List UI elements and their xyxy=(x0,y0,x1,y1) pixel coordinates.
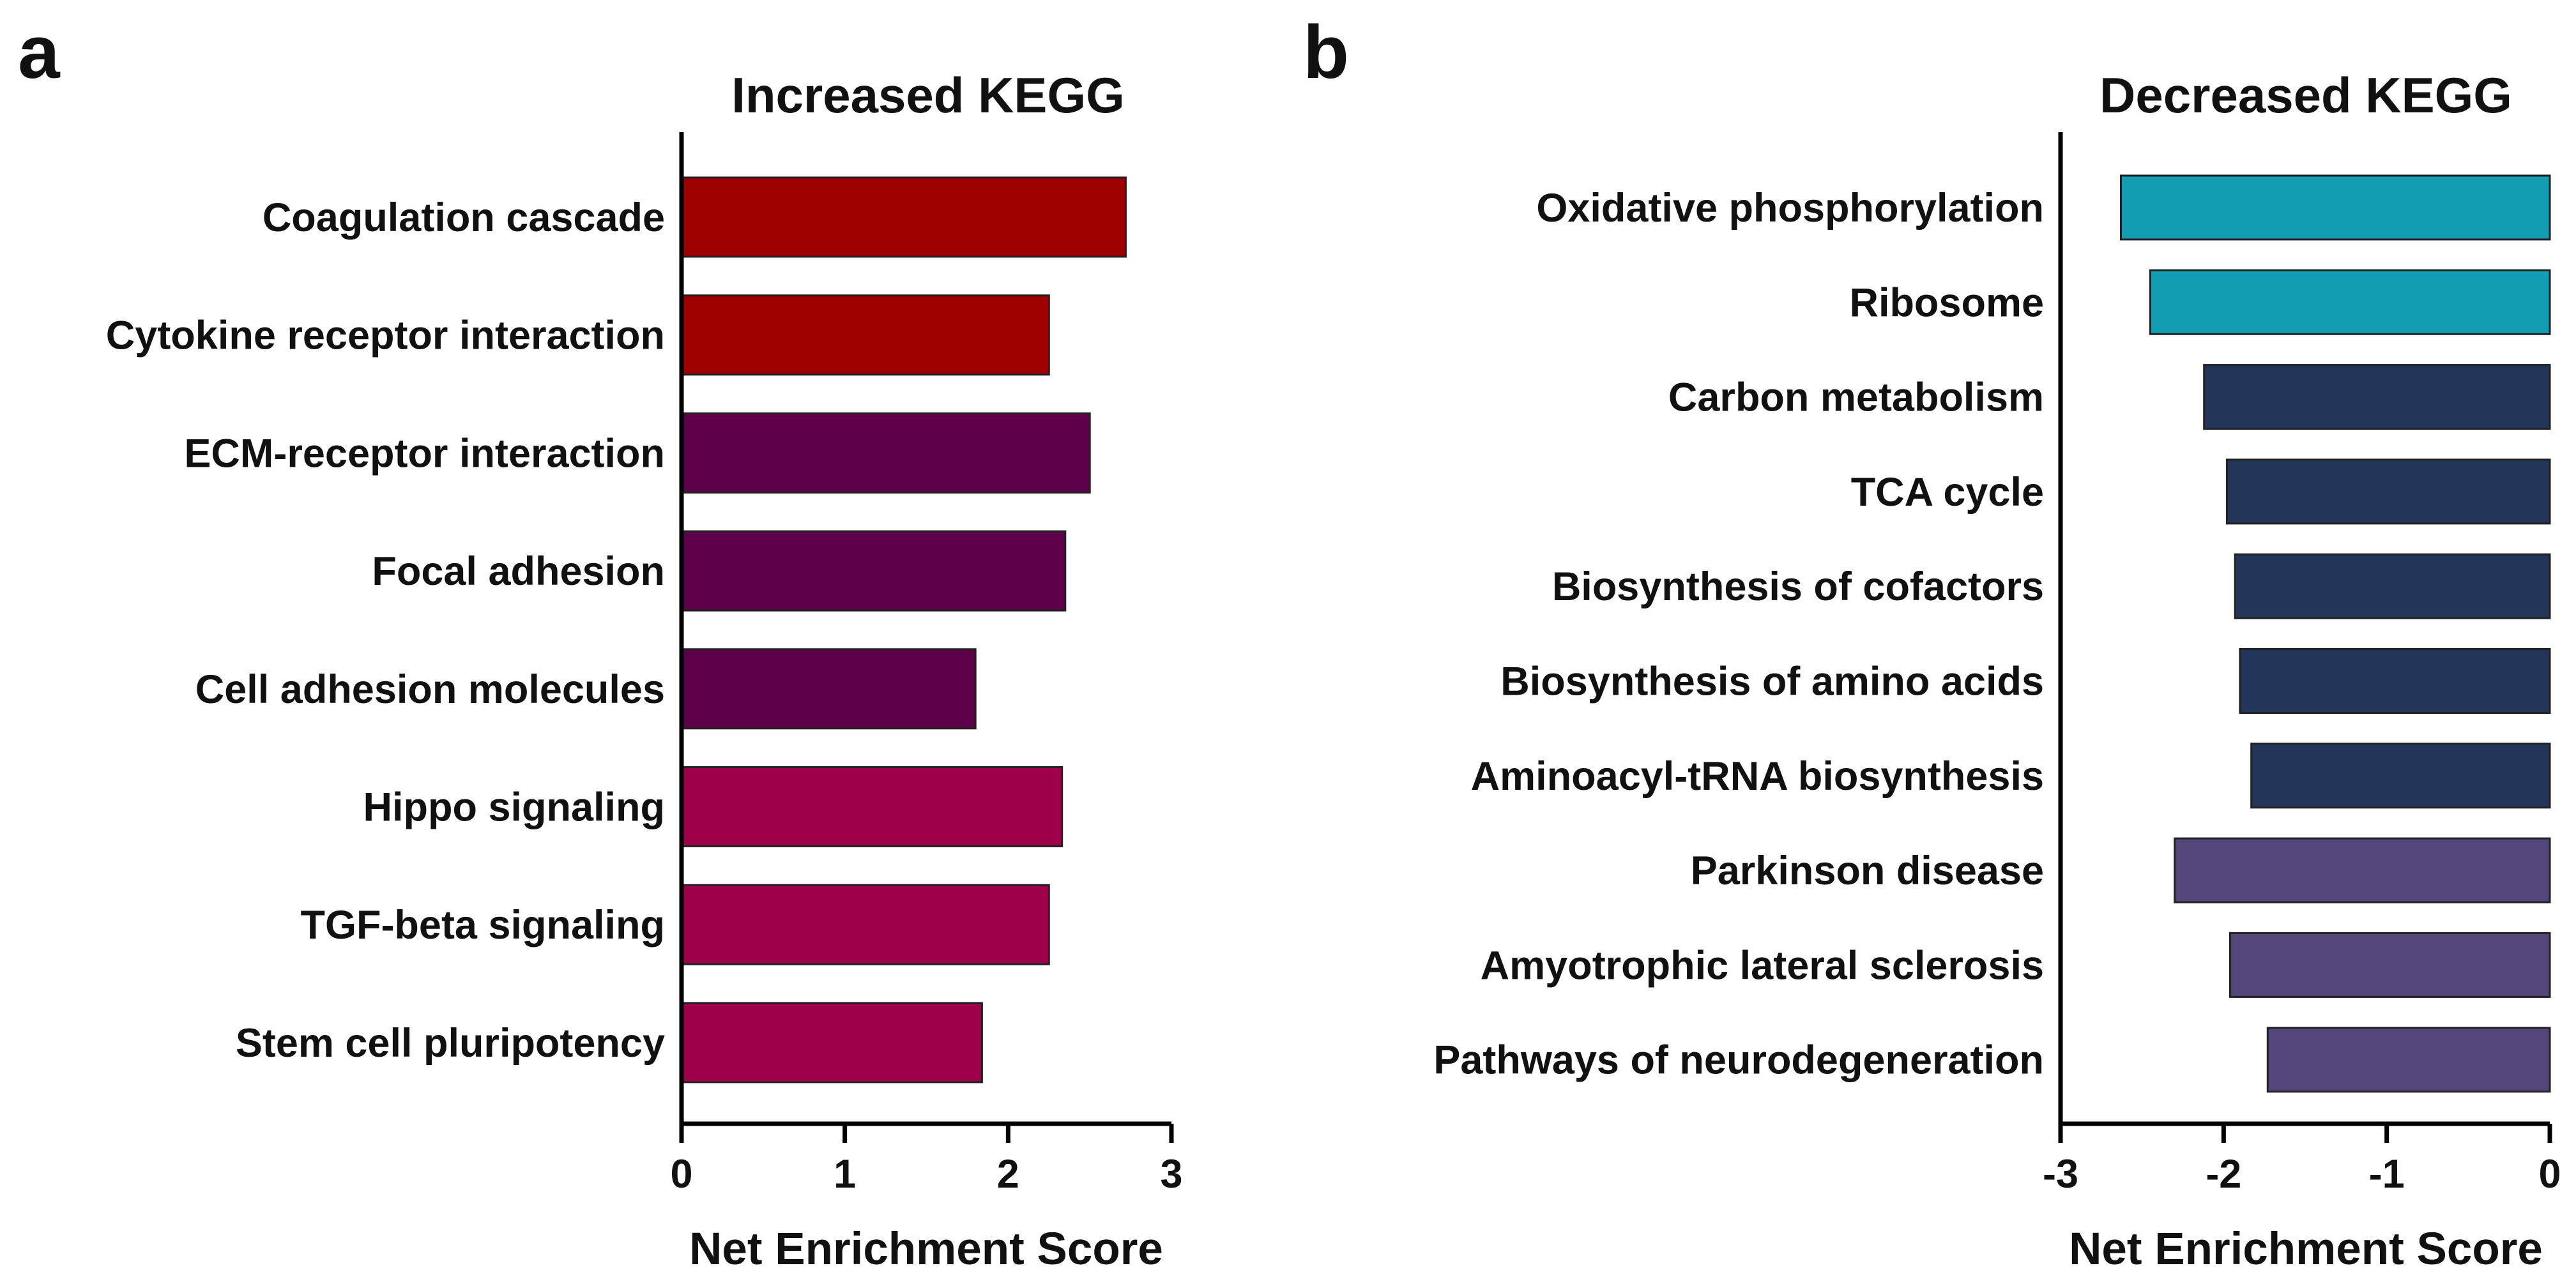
bar-ecm-receptor-interaction xyxy=(680,412,1091,494)
bar-oxidative-phosphorylation xyxy=(2120,174,2551,241)
category-labels-decreased: Oxidative phosphorylation Ribosome Carbon … xyxy=(1433,186,2044,1083)
x-tick-label-2: -2 xyxy=(2206,1152,2241,1197)
x-tick-labels-increased: 0 1 2 3 xyxy=(670,1152,1182,1197)
x-tick-label-3: 3 xyxy=(1160,1152,1182,1197)
category-label-cytokine-receptor-interaction: Cytokine receptor interaction xyxy=(106,313,665,358)
x-ticks-increased xyxy=(679,1124,1174,1143)
category-label-aminoacyl-trna-biosynthesis: Aminoacyl-tRNA biosynthesis xyxy=(1471,754,2044,799)
bar-focal-adhesion xyxy=(680,530,1067,612)
panel-a: a Increased KEGG Coagulation cascade Cyto… xyxy=(18,10,1183,1274)
category-label-carbon-metabolism: Carbon metabolism xyxy=(1668,375,2044,420)
panel-b: b Decreased KEGG Oxidative phosphorylati… xyxy=(1303,10,2561,1274)
bar-aminoacyl-trna-biosynthesis xyxy=(2250,743,2551,809)
category-label-amyotrophic-lateral-sclerosis: Amyotrophic lateral sclerosis xyxy=(1481,943,2044,988)
bar-tca-cycle xyxy=(2225,458,2551,525)
bar-biosynthesis-of-amino-acids xyxy=(2239,648,2551,714)
category-labels-increased: Coagulation cascade Cytokine receptor int… xyxy=(106,195,665,1066)
bars-increased xyxy=(680,176,1127,1084)
x-tick-label-1: 1 xyxy=(834,1152,856,1197)
bar-parkinson-disease xyxy=(2174,837,2551,903)
category-label-tca-cycle: TCA cycle xyxy=(1851,470,2044,515)
x-tick-label-0: 0 xyxy=(670,1152,692,1197)
bar-cytokine-receptor-interaction xyxy=(680,294,1050,376)
category-label-ecm-receptor-interaction: ECM-receptor interaction xyxy=(184,431,665,476)
x-tick-labels-decreased: -3 -2 -1 0 xyxy=(2043,1152,2561,1197)
category-label-parkinson-disease: Parkinson disease xyxy=(1691,849,2044,893)
x-tick-label-0: 0 xyxy=(2538,1152,2561,1197)
x-tick-label-2: 2 xyxy=(997,1152,1019,1197)
bar-carbon-metabolism xyxy=(2203,364,2551,430)
x-axis-title-increased: Net Enrichment Score xyxy=(689,1224,1163,1274)
chart-title-decreased: Decreased KEGG xyxy=(2100,67,2512,123)
category-label-stem-cell-pluripotency: Stem cell pluripotency xyxy=(236,1021,665,1066)
x-tick-label-1: -1 xyxy=(2369,1152,2405,1197)
bar-hippo-signaling xyxy=(680,766,1063,847)
category-label-cell-adhesion-molecules: Cell adhesion molecules xyxy=(195,667,665,712)
bar-amyotrophic-lateral-sclerosis xyxy=(2229,932,2551,998)
category-label-oxidative-phosphorylation: Oxidative phosphorylation xyxy=(1536,186,2044,230)
x-axis-title-decreased: Net Enrichment Score xyxy=(2069,1224,2543,1274)
x-ticks-decreased xyxy=(2058,1124,2552,1143)
bars-decreased xyxy=(2120,174,2551,1093)
category-label-hippo-signaling: Hippo signaling xyxy=(363,785,665,830)
panel-letter-b: b xyxy=(1303,10,1349,94)
panel-letter-a: a xyxy=(18,10,61,94)
category-label-biosynthesis-of-cofactors: Biosynthesis of cofactors xyxy=(1552,564,2044,609)
category-label-biosynthesis-of-amino-acids: Biosynthesis of amino acids xyxy=(1500,660,2044,704)
category-label-ribosome: Ribosome xyxy=(1849,280,2044,325)
bar-ribosome xyxy=(2149,269,2551,335)
category-label-pathways-of-neurodegeneration: Pathways of neurodegeneration xyxy=(1433,1038,2044,1083)
bar-pathways-of-neurodegeneration xyxy=(2266,1027,2551,1093)
category-label-tgf-beta-signaling: TGF-beta signaling xyxy=(300,903,665,948)
bar-coagulation-cascade xyxy=(680,176,1127,258)
category-label-focal-adhesion: Focal adhesion xyxy=(372,549,665,594)
x-tick-label-3: -3 xyxy=(2043,1152,2078,1197)
bar-tgf-beta-signaling xyxy=(680,884,1050,965)
chart-title-increased: Increased KEGG xyxy=(731,67,1125,123)
axes-increased xyxy=(679,132,1171,1126)
category-label-coagulation-cascade: Coagulation cascade xyxy=(263,195,665,240)
bar-biosynthesis-of-cofactors xyxy=(2234,553,2551,619)
bar-stem-cell-pluripotency xyxy=(680,1002,983,1084)
bar-cell-adhesion-molecules xyxy=(680,648,977,730)
